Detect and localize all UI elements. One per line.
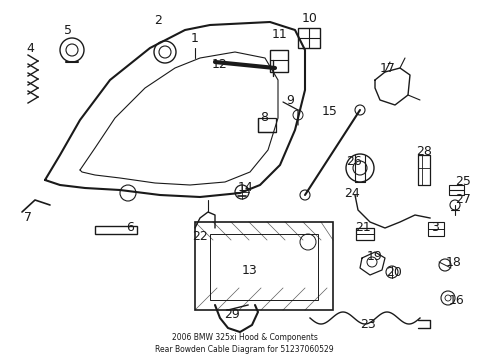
Text: 17: 17: [379, 62, 395, 75]
Text: 7: 7: [24, 211, 32, 225]
Text: 18: 18: [445, 256, 461, 269]
Text: 21: 21: [354, 221, 370, 234]
Text: 11: 11: [271, 28, 287, 41]
Text: 16: 16: [448, 293, 464, 306]
Text: 10: 10: [302, 12, 317, 24]
Text: 9: 9: [285, 94, 293, 107]
Text: 29: 29: [224, 307, 240, 320]
Text: 28: 28: [415, 145, 431, 158]
Text: 15: 15: [322, 105, 337, 118]
Text: 12: 12: [212, 58, 227, 72]
Bar: [269, 50, 287, 72]
Text: 20: 20: [385, 265, 401, 279]
Bar: [95, 226, 137, 234]
Bar: [195, 222, 332, 310]
Bar: [427, 222, 443, 236]
Text: 19: 19: [366, 249, 382, 262]
Text: 8: 8: [260, 112, 267, 125]
Text: 25: 25: [454, 175, 470, 189]
Text: 23: 23: [359, 318, 375, 330]
Text: 27: 27: [454, 193, 470, 207]
Text: 4: 4: [26, 41, 34, 54]
Text: 2006 BMW 325xi Hood & Components
Rear Bowden Cable Diagram for 51237060529: 2006 BMW 325xi Hood & Components Rear Bo…: [155, 333, 333, 354]
Text: 6: 6: [126, 221, 134, 234]
Bar: [355, 228, 373, 240]
Bar: [297, 28, 319, 48]
Text: 24: 24: [344, 188, 359, 201]
Text: 22: 22: [192, 230, 207, 243]
Bar: [209, 234, 317, 300]
Text: 5: 5: [64, 23, 72, 36]
Text: 26: 26: [346, 156, 361, 168]
Text: 13: 13: [242, 264, 257, 276]
Text: 2: 2: [154, 13, 162, 27]
Text: 1: 1: [191, 31, 199, 45]
Text: 14: 14: [238, 181, 253, 194]
Bar: [448, 185, 463, 195]
Text: 3: 3: [430, 221, 438, 234]
Bar: [258, 118, 275, 132]
